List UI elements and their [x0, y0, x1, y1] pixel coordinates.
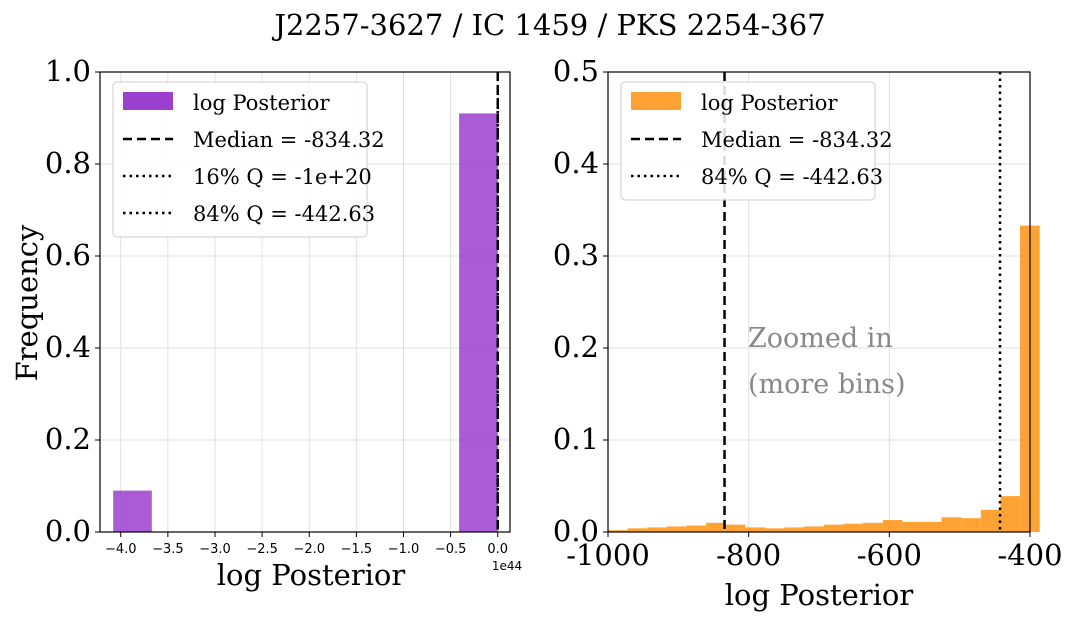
right-bar: [686, 525, 707, 532]
left-legend: log Posterior Median = -834.32 16% Q = -…: [112, 81, 385, 238]
right-bar: [961, 518, 981, 532]
right-y-tick-label: 0.1: [553, 422, 599, 456]
left-y-axis-label: Frequency: [10, 224, 44, 381]
left-x-tick-label: 0.0: [487, 542, 508, 557]
left-x-axis-label: log Posterior: [217, 558, 406, 592]
left-legend-box: [112, 81, 368, 238]
right-bar: [921, 521, 942, 532]
right-bar: [666, 526, 687, 532]
right-x-tick-label: -600: [857, 538, 922, 572]
left-x-tick-label: −4.0: [105, 542, 137, 557]
right-bar: [804, 526, 824, 532]
right-annotation-line1: Zoomed in: [748, 323, 893, 354]
right-bar: [823, 524, 844, 532]
left-x-tick-label: −2.5: [246, 542, 278, 557]
left-x-tick-label: −2.0: [293, 542, 325, 557]
right-x-tick-label: -800: [716, 538, 781, 572]
right-bar: [882, 520, 903, 532]
left-y-tick-label: 1.0: [45, 54, 91, 88]
right-legend-label-median: Median = -834.32: [701, 128, 893, 152]
right-bar: [764, 528, 785, 532]
left-x-tick-label: −3.0: [199, 542, 231, 557]
right-legend-label-series: log Posterior: [701, 91, 838, 115]
left-legend-label-series: log Posterior: [193, 91, 330, 115]
left-y-tick-label: 0.0: [45, 514, 91, 548]
right-x-tick-label: -400: [997, 538, 1062, 572]
left-x-offset-text: 1e44: [492, 559, 522, 573]
right-bar: [745, 527, 765, 532]
right-bar: [980, 509, 1001, 532]
right-bar: [725, 524, 746, 532]
left-y-tick-label: 0.4: [45, 330, 91, 364]
left-y-tick-label: 0.8: [45, 146, 91, 180]
right-bar: [902, 521, 922, 532]
left-legend-label-q84: 84% Q = -442.63: [193, 202, 375, 226]
right-y-tick-label: 0.0: [553, 514, 599, 548]
right-legend-swatch-bar: [631, 92, 681, 110]
right-bar: [627, 528, 648, 532]
left-bar: [459, 113, 498, 533]
right-annotation-line2: (more bins): [748, 369, 906, 400]
left-x-tick-label: −3.5: [152, 542, 184, 557]
left-x-tick-label: −1.5: [341, 542, 373, 557]
left-y-ticks: 0.0 0.2 0.4 0.6 0.8 1.0: [45, 54, 100, 548]
right-bar: [784, 527, 805, 532]
right-y-tick-label: 0.3: [553, 238, 599, 272]
right-bar: [706, 522, 726, 532]
figure-suptitle: J2257-3627 / IC 1459 / PKS 2254-367: [271, 8, 825, 42]
right-x-tick-label: -1000: [566, 538, 650, 572]
right-x-ticks: -1000 -800 -600 -400: [566, 532, 1063, 572]
right-legend: log Posterior Median = -834.32 84% Q = -…: [620, 81, 893, 201]
left-y-tick-label: 0.2: [45, 422, 91, 456]
right-legend-box: [620, 81, 876, 201]
left-axes-frame: [99, 71, 511, 533]
right-legend-label-q84: 84% Q = -442.63: [701, 165, 883, 189]
left-legend-label-q16: 16% Q = -1e+20: [193, 165, 372, 189]
right-x-axis-label: log Posterior: [725, 578, 914, 612]
right-bar: [941, 517, 962, 532]
right-bar: [843, 523, 864, 532]
right-y-ticks: 0.0 0.1 0.2 0.3 0.4 0.5: [553, 54, 608, 548]
right-bar: [863, 522, 883, 532]
left-x-tick-label: −0.5: [435, 542, 467, 557]
left-legend-swatch-bar: [123, 92, 173, 110]
left-bar: [113, 490, 152, 532]
right-bar: [608, 530, 628, 532]
right-y-tick-label: 0.2: [553, 330, 599, 364]
right-bar: [647, 527, 667, 532]
right-chart: -1000 -800 -600 -400 0.0 0.1 0.2 0.3 0.4 0.5 Zoo…: [553, 54, 1063, 612]
right-axes-frame: [607, 71, 1031, 533]
left-x-ticks: −4.0 −3.5 −3.0 −2.5 −2.0 −1.5 −1.0 −0.5 0.0: [105, 532, 508, 557]
left-x-tick-label: −1.0: [388, 542, 420, 557]
left-bars: [113, 113, 498, 533]
right-y-tick-label: 0.5: [553, 54, 599, 88]
right-y-tick-label: 0.4: [553, 146, 599, 180]
right-bar: [1000, 496, 1021, 532]
left-chart: −4.0 −3.5 −3.0 −2.5 −2.0 −1.5 −1.0 −0.5 0.0 0.00…: [10, 54, 522, 592]
left-y-tick-label: 0.6: [45, 238, 91, 272]
left-legend-label-median: Median = -834.32: [193, 128, 385, 152]
